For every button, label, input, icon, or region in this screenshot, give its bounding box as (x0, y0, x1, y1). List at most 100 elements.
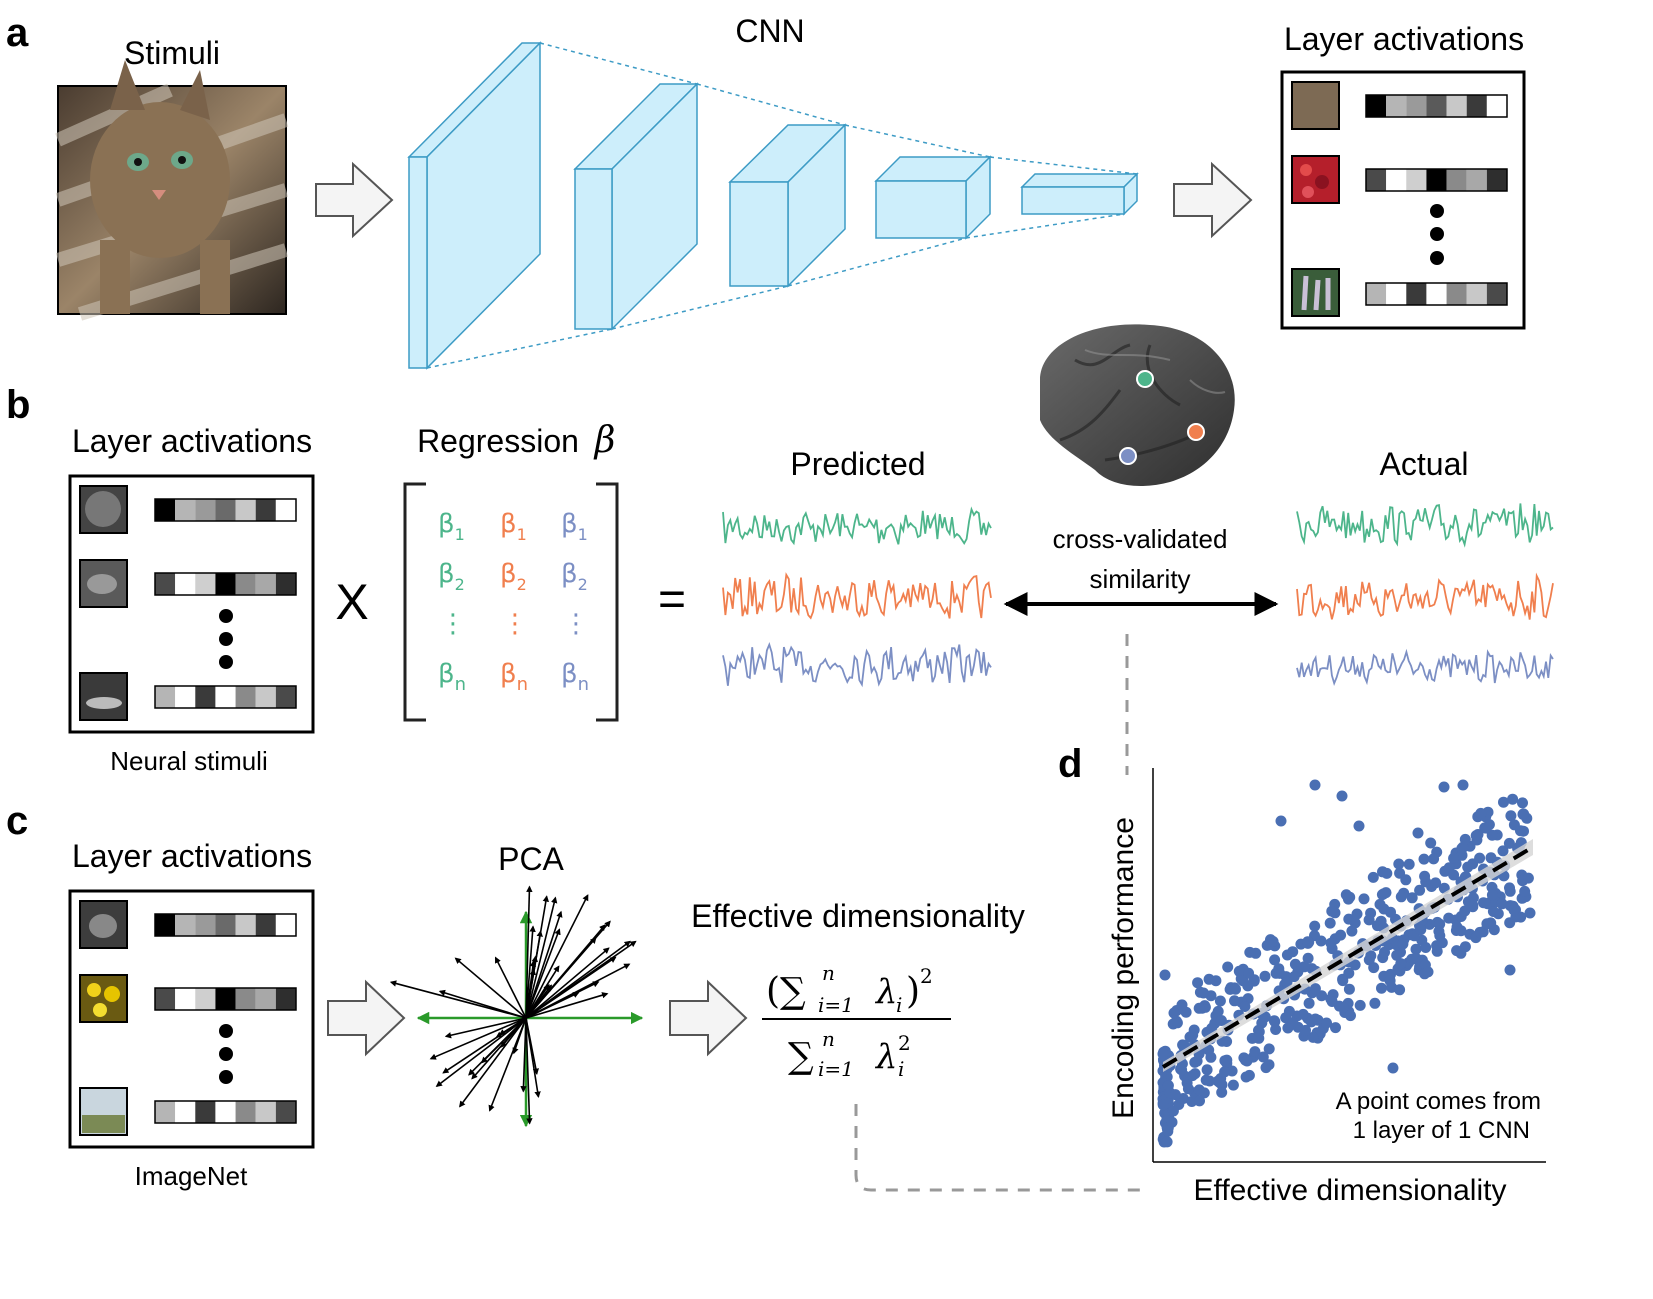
activation-bar (1365, 168, 1508, 192)
activation-cell (215, 499, 236, 521)
scatter-point (1187, 1070, 1198, 1082)
activation-cell (175, 686, 196, 708)
scatter-point (1363, 914, 1375, 926)
layer-activations-title-a: Layer activations (1284, 21, 1524, 57)
pca-vector (495, 1017, 527, 1038)
scatter-point (1315, 935, 1327, 947)
scatter-point (1243, 1069, 1255, 1081)
thumb-gray-3 (79, 672, 128, 721)
scatter-point (1487, 906, 1499, 917)
scatter-point (1406, 892, 1418, 904)
activation-cell (1446, 95, 1467, 117)
activation-cell (175, 573, 196, 595)
activation-cell (215, 914, 236, 936)
scatter-point (1303, 997, 1315, 1009)
activation-cell (1386, 283, 1407, 305)
activation-cell (1466, 95, 1487, 117)
scatter-point (1496, 898, 1508, 910)
scatter-point (1353, 820, 1365, 832)
scatter-point (1368, 962, 1380, 974)
scatter-point (1470, 830, 1482, 842)
pca-vector (525, 1017, 533, 1125)
scatter-point (1270, 1024, 1282, 1035)
activation-cell (175, 499, 196, 521)
pca-title: PCA (498, 841, 564, 877)
scatter-point (1377, 866, 1388, 878)
activation-cell (235, 573, 256, 595)
activation-cell (155, 914, 176, 936)
scatter-point (1459, 833, 1471, 845)
activation-bar (154, 913, 297, 937)
beta-column-green: β1 β2 ⋮ βn (438, 509, 466, 695)
pca-vector (389, 980, 527, 1019)
pca-vector (525, 896, 558, 1019)
scatter-point (1216, 1086, 1228, 1098)
scatter-point (1243, 967, 1255, 979)
pca-vector (438, 989, 527, 1019)
activation-cell (1426, 169, 1447, 191)
arrow-cnn-to-activations (1173, 161, 1253, 239)
matrix-right-bracket (596, 482, 619, 722)
scatter-point (1309, 779, 1321, 791)
beta-column-blue: β1 β2 ⋮ βn (561, 509, 589, 695)
scatter-point (1260, 1062, 1272, 1074)
activation-cell (1466, 283, 1487, 305)
cnn-layer-4 (874, 155, 992, 240)
scatter-point (1428, 853, 1440, 865)
cnn-title: CNN (735, 13, 804, 49)
scatter-point (1524, 907, 1536, 919)
scatter-point (1161, 1136, 1173, 1148)
thumb-cat (1291, 81, 1340, 130)
scatter-point (1159, 969, 1171, 981)
scatter-point (1485, 852, 1497, 864)
scatter-point (1508, 819, 1520, 831)
scatter-point (1321, 1017, 1332, 1029)
scatter-point (1431, 945, 1443, 957)
scatter-point (1298, 961, 1310, 973)
pca-vector (525, 1017, 541, 1098)
activation-cell (155, 573, 176, 595)
scatter-point (1451, 945, 1463, 957)
scatter-point (1219, 1055, 1231, 1067)
scatter-point (1414, 884, 1426, 896)
scatter-point (1393, 858, 1405, 870)
pca-vector (444, 1017, 527, 1039)
scatter-point (1420, 942, 1432, 953)
scatter-point (1422, 966, 1434, 978)
scatter-point (1486, 889, 1498, 901)
brain-marker-orange (1187, 423, 1205, 441)
scatter-point (1503, 837, 1515, 849)
scatter-point (1410, 943, 1422, 955)
svg-text:): ) (906, 971, 920, 1012)
scatter-point (1193, 1084, 1205, 1096)
cnn-layer-5 (1020, 172, 1139, 216)
activation-cell (1406, 283, 1427, 305)
scatter-point (1325, 937, 1337, 949)
scatter-point (1201, 1064, 1213, 1076)
scatter-point (1192, 977, 1204, 989)
actual-title: Actual (1380, 446, 1469, 482)
svg-text:⋮: ⋮ (563, 609, 589, 639)
svg-text:2: 2 (920, 964, 933, 988)
scatter-point (1459, 905, 1471, 917)
thumb-strawberries (1291, 155, 1340, 204)
pca-vector (512, 1017, 527, 1055)
scatter-point (1205, 1051, 1217, 1063)
predicted-signal-orange (722, 572, 992, 620)
scatter-point (1415, 924, 1427, 936)
scatter-point (1263, 1043, 1275, 1055)
scatter-point (1475, 807, 1487, 819)
scatter-point (1474, 852, 1486, 864)
scatter-point (1403, 858, 1415, 870)
dashed-connector-c-d (854, 1104, 1145, 1192)
scatter-point (1517, 797, 1528, 809)
svg-text:∑: ∑ (788, 1036, 814, 1077)
scatter-point (1249, 1046, 1261, 1058)
pca-vector-plot (389, 885, 644, 1128)
activation-cell (195, 686, 216, 708)
beta-column-orange: β1 β2 ⋮ βn (500, 509, 528, 695)
similarity-label-line1: cross-validated (1053, 524, 1228, 554)
scatter-point (1300, 1024, 1311, 1036)
scatter-point (1167, 1105, 1179, 1117)
regression-beta-symbol: β (593, 420, 616, 461)
